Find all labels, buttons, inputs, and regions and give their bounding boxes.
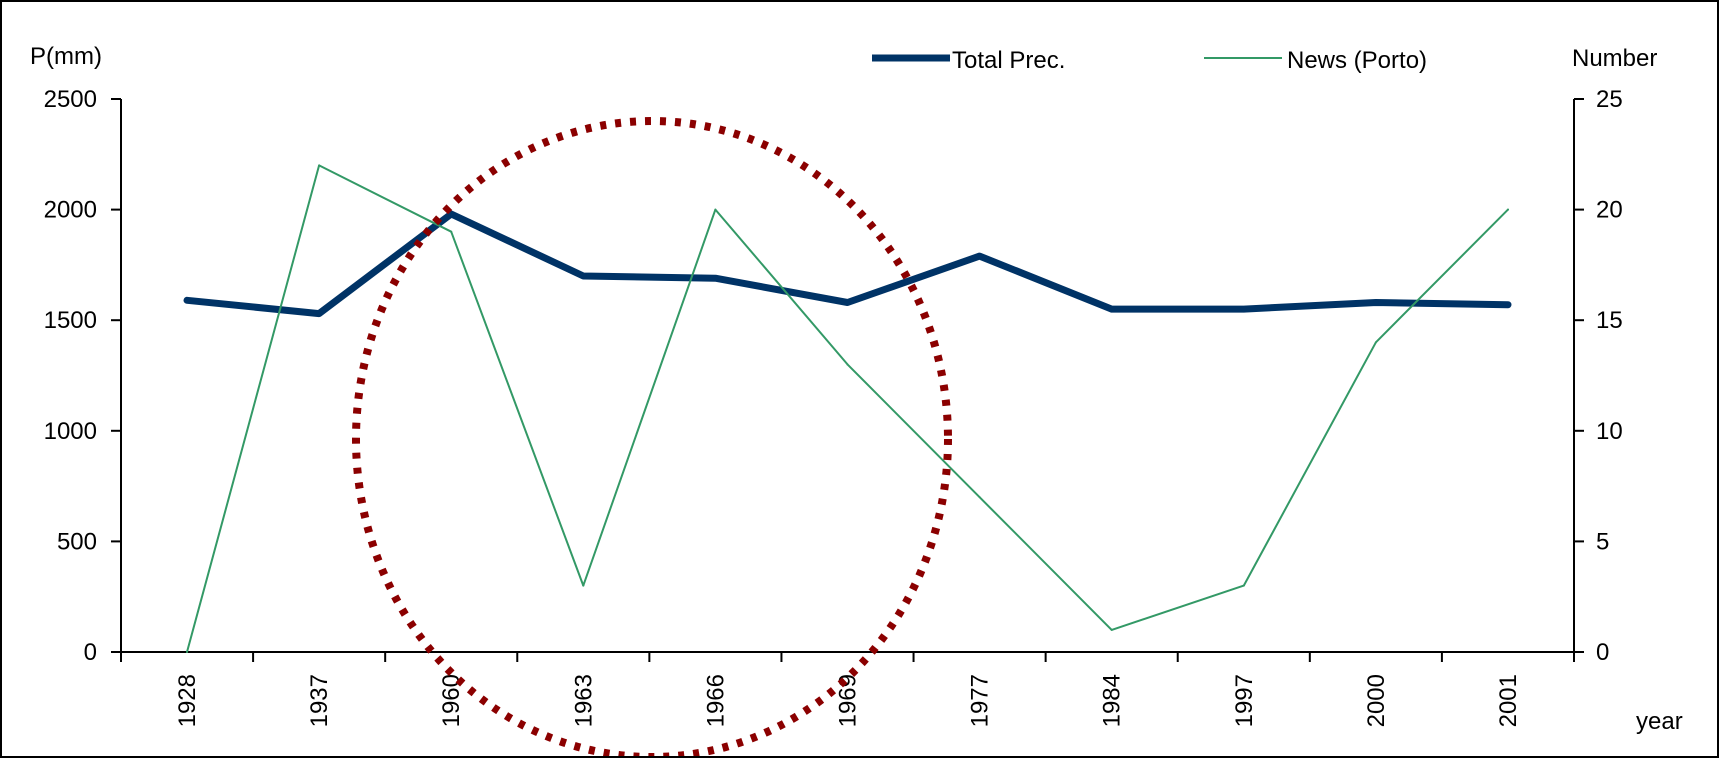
data-point <box>1506 208 1509 211</box>
x-axis-title: year <box>1636 708 1683 735</box>
data-point <box>846 363 849 366</box>
series-line-total-prec <box>183 210 1512 318</box>
y-tick-label-left: 1000 <box>44 418 97 445</box>
y-tick-label-right: 10 <box>1596 418 1623 445</box>
x-tick-label: 2000 <box>1363 674 1390 727</box>
x-tick-label: 1937 <box>306 674 333 727</box>
y-tick-label-right: 5 <box>1596 528 1609 555</box>
data-point <box>714 208 717 211</box>
x-tick-label: 1984 <box>1099 674 1126 727</box>
y-axis-left-title: P(mm) <box>30 43 102 70</box>
data-point <box>1374 341 1377 344</box>
y-axis-right-title: Number <box>1572 45 1657 72</box>
y-tick-label-right: 15 <box>1596 307 1623 334</box>
x-tick-label: 1997 <box>1231 674 1258 727</box>
legend-label-news-porto: News (Porto) <box>1287 47 1427 74</box>
data-point <box>582 584 585 587</box>
y-tick-label-left: 2000 <box>44 197 97 224</box>
data-point <box>450 230 453 233</box>
x-tick-label: 1966 <box>702 674 729 727</box>
series-lines <box>183 164 1512 653</box>
data-point <box>1240 306 1247 313</box>
legend-label-total-prec: Total Prec. <box>952 47 1065 74</box>
y-tick-label-left: 2500 <box>44 86 97 113</box>
data-point <box>1108 306 1115 313</box>
data-point <box>712 275 719 282</box>
data-point <box>1372 299 1379 306</box>
data-point <box>186 651 189 653</box>
data-point <box>318 164 321 167</box>
data-point <box>184 297 191 304</box>
y-tick-label-right: 20 <box>1596 197 1623 224</box>
y-tick-label-left: 0 <box>84 639 97 666</box>
x-tick-label: 1977 <box>967 674 994 727</box>
x-tick-label: 1963 <box>570 674 597 727</box>
y-tick-label-right: 0 <box>1596 639 1609 666</box>
data-point <box>316 310 323 317</box>
x-tick-label: 1928 <box>174 674 201 727</box>
data-point <box>1242 584 1245 587</box>
data-point <box>978 496 981 499</box>
data-point <box>976 253 983 260</box>
axes: 0 500 1000 1500 2000 2500 0 5 10 15 20 25 1928 1937 19… <box>44 86 1623 727</box>
x-tick-label: 2001 <box>1495 674 1522 727</box>
highlight-ellipse <box>352 117 952 756</box>
data-point <box>1504 301 1511 308</box>
y-tick-label-right: 25 <box>1596 86 1623 113</box>
legend: Total Prec. News (Porto) <box>872 47 1427 74</box>
y-tick-label-left: 500 <box>57 528 97 555</box>
data-point <box>580 272 587 279</box>
y-tick-label-left: 1500 <box>44 307 97 334</box>
series-line-news-porto <box>186 164 1509 653</box>
data-point <box>1110 628 1113 631</box>
data-point <box>844 299 851 306</box>
